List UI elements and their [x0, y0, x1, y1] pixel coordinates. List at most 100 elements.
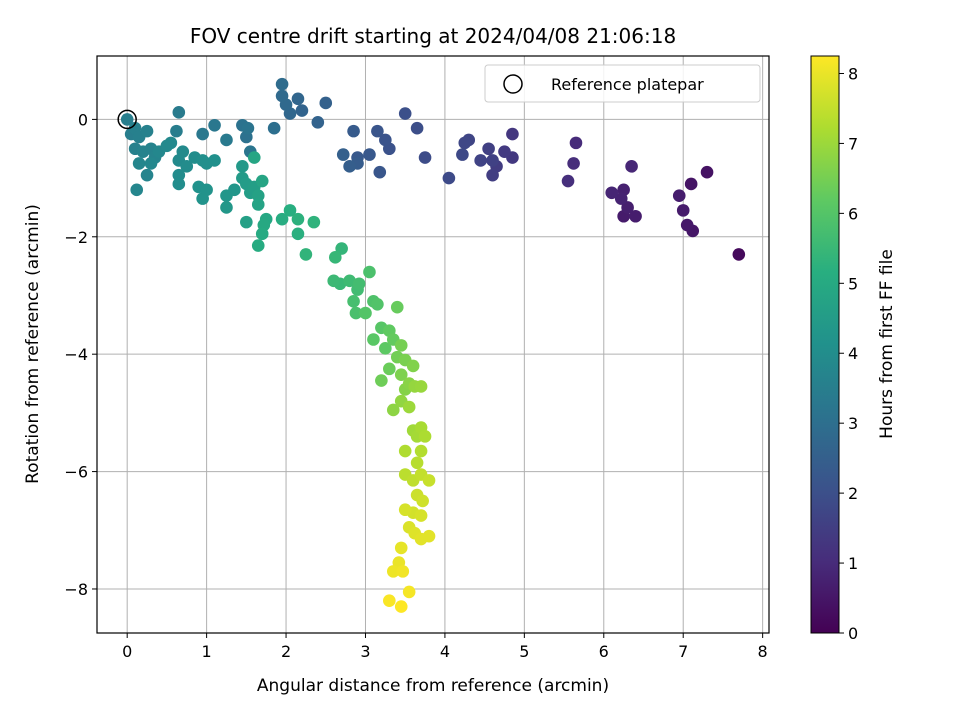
colorbar-ticks: 0 1 2 3 4 5 6 7 8	[839, 64, 858, 643]
data-point	[732, 248, 746, 261]
data-point	[172, 177, 186, 191]
data-point	[418, 151, 432, 164]
data-point	[680, 218, 694, 232]
data-point	[456, 148, 469, 161]
horizontal-gridlines	[97, 118, 769, 590]
data-point	[418, 430, 432, 443]
data-point	[569, 136, 583, 150]
data-point	[561, 174, 575, 188]
data-point	[629, 209, 642, 223]
data-point	[170, 124, 183, 138]
data-point	[625, 160, 638, 173]
data-point	[684, 177, 698, 191]
data-point	[172, 106, 186, 119]
colorbar-tick-label: 7	[848, 134, 858, 153]
data-point	[251, 189, 265, 203]
colorbar-tick-label: 0	[848, 624, 858, 643]
data-point	[267, 121, 281, 135]
data-point	[241, 121, 255, 135]
data-point	[486, 168, 499, 182]
data-point	[363, 148, 376, 161]
data-point	[367, 333, 380, 346]
colorbar-tick-label: 4	[848, 344, 858, 363]
data-point	[416, 494, 429, 508]
chart-title: FOV centre drift starting at 2024/04/08 …	[190, 24, 676, 48]
data-point	[200, 183, 213, 197]
x-axis-ticks: 0 1 2 3 4 5 6 7 8	[122, 633, 768, 661]
data-point	[291, 227, 305, 241]
data-point	[379, 133, 392, 147]
data-point	[319, 96, 333, 110]
data-point	[506, 127, 519, 141]
data-point	[251, 239, 265, 252]
data-point	[291, 212, 305, 226]
reference-marker	[117, 109, 137, 130]
data-point	[283, 204, 297, 217]
y-axis-ticks: −8 −6 −4 −2 0	[64, 110, 97, 599]
data-point	[442, 171, 456, 185]
data-point	[676, 204, 690, 217]
data-point	[299, 248, 313, 261]
data-point	[614, 192, 628, 205]
data-point	[394, 541, 408, 555]
data-point	[343, 160, 356, 173]
data-point	[498, 145, 511, 158]
data-point	[255, 227, 269, 241]
legend: Reference platepar	[484, 64, 761, 103]
data-point	[240, 215, 253, 229]
colorbar-tick-label: 1	[848, 554, 858, 573]
x-tick-label: 3	[360, 642, 370, 661]
y-axis-label: Rotation from reference (arcmin)	[23, 204, 43, 484]
data-point	[140, 124, 154, 138]
data-point	[275, 89, 289, 103]
x-tick-label: 2	[281, 642, 291, 661]
x-axis-label: Angular distance from reference (arcmin)	[257, 676, 609, 696]
data-point	[383, 362, 396, 376]
y-tick-label: −6	[64, 463, 88, 482]
data-point	[220, 201, 233, 214]
colorbar-gradient	[810, 55, 840, 634]
data-point	[422, 474, 436, 487]
data-point	[140, 168, 154, 182]
data-point	[295, 104, 309, 117]
colorbar-tick-label: 2	[848, 484, 858, 503]
data-point	[311, 116, 325, 129]
data-point	[672, 189, 686, 203]
x-tick-label: 5	[519, 642, 529, 661]
data-point	[371, 297, 384, 311]
data-point	[414, 509, 428, 522]
y-tick-label: −8	[64, 580, 88, 599]
data-point	[379, 342, 392, 355]
data-points	[120, 77, 746, 613]
data-point	[144, 157, 158, 170]
data-point	[567, 157, 580, 170]
data-point	[275, 77, 289, 91]
colorbar: 0 1 2 3 4 5 6 7 8 Hours from first FF file	[810, 55, 897, 643]
data-point	[132, 157, 146, 170]
legend-entry-label: Reference platepar	[551, 75, 704, 94]
colorbar-tick-label: 6	[848, 204, 858, 223]
data-point	[255, 174, 269, 188]
plot-frame	[96, 55, 770, 634]
data-point	[394, 368, 408, 382]
x-tick-label: 4	[440, 642, 450, 661]
data-point	[402, 400, 416, 414]
data-point	[228, 183, 241, 197]
x-tick-label: 1	[202, 642, 212, 661]
data-point	[349, 306, 363, 320]
data-point	[486, 154, 499, 167]
colorbar-tick-label: 5	[848, 274, 858, 293]
data-point	[402, 585, 416, 599]
data-point	[335, 242, 348, 255]
data-point	[247, 151, 261, 164]
x-tick-label: 8	[758, 642, 768, 661]
data-point	[130, 183, 144, 197]
data-point	[390, 300, 404, 314]
data-point	[176, 145, 190, 158]
data-point	[414, 380, 428, 393]
data-point	[359, 306, 372, 320]
data-point	[327, 274, 341, 288]
data-point	[251, 198, 265, 211]
data-point	[343, 274, 356, 288]
